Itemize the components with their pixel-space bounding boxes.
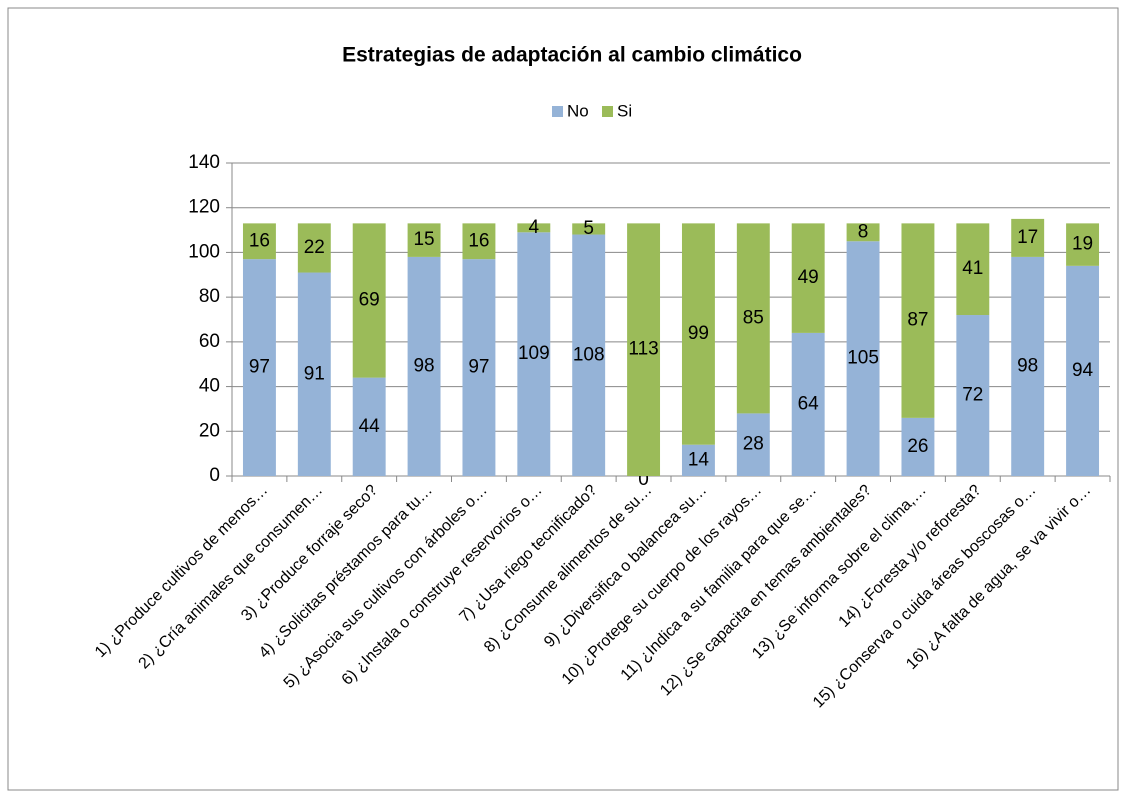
data-label: 91 <box>304 363 325 384</box>
data-label: 16 <box>468 230 489 251</box>
data-label: 17 <box>1017 227 1038 248</box>
data-label: 64 <box>798 393 820 414</box>
bar-segment <box>297 223 331 273</box>
data-label: 72 <box>962 385 983 406</box>
bar-segment <box>736 413 770 476</box>
data-label: 109 <box>518 343 550 364</box>
bar-segment <box>242 259 276 476</box>
data-label: 85 <box>743 307 764 328</box>
bar-segment <box>956 223 990 316</box>
bar-segment <box>681 223 715 445</box>
data-label: 19 <box>1072 234 1093 255</box>
y-tick-label: 0 <box>209 465 220 486</box>
data-label: 26 <box>907 436 928 457</box>
data-label: 49 <box>798 267 819 288</box>
y-tick-label: 60 <box>199 331 220 352</box>
data-label: 97 <box>468 357 489 378</box>
bar-segment <box>901 223 935 418</box>
bar-segment <box>681 444 715 476</box>
bar-segment <box>736 223 770 414</box>
bar-segment <box>407 256 441 476</box>
data-label: 5 <box>583 218 594 239</box>
bar-segment <box>517 223 551 233</box>
data-label: 41 <box>962 258 983 279</box>
data-label: 14 <box>688 449 710 470</box>
bar-segment <box>791 223 825 333</box>
y-tick-label: 20 <box>199 420 220 441</box>
y-tick-label: 100 <box>188 241 220 262</box>
data-label: 113 <box>628 339 658 360</box>
y-tick-label: 120 <box>188 197 220 218</box>
legend-swatch <box>552 106 563 117</box>
bar-segment <box>1066 265 1100 476</box>
bar-segment <box>627 223 661 476</box>
bar-segment <box>956 315 990 476</box>
bar-segment <box>297 272 331 476</box>
data-label: 28 <box>743 434 764 455</box>
data-label: 0 <box>638 469 649 490</box>
data-label: 98 <box>1017 355 1038 376</box>
data-label: 98 <box>413 355 434 376</box>
bar-segment <box>462 259 496 476</box>
data-label: 16 <box>249 230 270 251</box>
data-label: 15 <box>413 229 434 250</box>
bar-segment <box>846 241 880 476</box>
data-label: 99 <box>688 323 709 344</box>
bar-segment <box>517 232 551 476</box>
y-tick-label: 40 <box>199 376 220 397</box>
bar-segment <box>791 332 825 476</box>
bar-segment <box>572 234 606 476</box>
legend-swatch <box>602 106 613 117</box>
data-label: 94 <box>1072 360 1094 381</box>
data-label: 8 <box>858 221 869 242</box>
data-label: 69 <box>359 290 380 311</box>
y-tick-label: 80 <box>199 286 220 307</box>
bar-segment <box>572 223 606 235</box>
bar-segment <box>1011 256 1045 476</box>
bar-segment <box>1066 223 1100 266</box>
bar-segment <box>462 223 496 260</box>
data-label: 87 <box>907 310 928 331</box>
y-tick-label: 140 <box>188 152 220 173</box>
bar-segment <box>242 223 276 260</box>
data-label: 108 <box>573 344 605 365</box>
bar-segment <box>1011 218 1045 257</box>
bar-segment <box>352 377 386 476</box>
legend-label: Si <box>617 101 632 120</box>
legend-label: No <box>567 101 589 120</box>
data-label: 44 <box>359 416 381 437</box>
bar-segment <box>901 417 935 476</box>
bar-segment <box>407 223 441 257</box>
chart-title: Estrategias de adaptación al cambio clim… <box>342 44 802 67</box>
bar-segment <box>352 223 386 378</box>
bar-segment <box>846 223 880 242</box>
data-label: 4 <box>529 217 540 238</box>
data-label: 22 <box>304 237 325 258</box>
data-label: 105 <box>847 348 879 369</box>
data-label: 97 <box>249 357 270 378</box>
